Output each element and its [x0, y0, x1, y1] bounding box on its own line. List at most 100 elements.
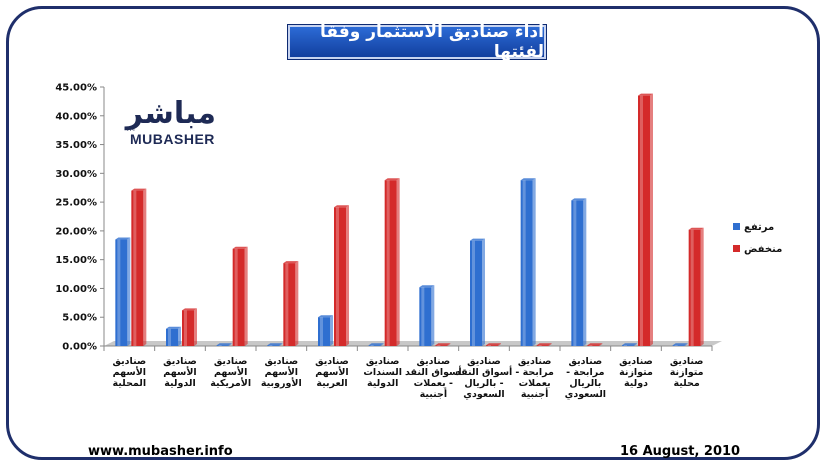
- chart-floor: [104, 341, 722, 346]
- bar-highlight: [370, 345, 374, 346]
- bar-front: [571, 200, 584, 346]
- bar-side: [700, 227, 704, 346]
- y-tick-label: 35.00%: [55, 140, 97, 151]
- x-category-label: السعودي: [565, 389, 606, 400]
- bar-highlight: [336, 207, 339, 346]
- x-category-label: صناديق: [518, 356, 552, 367]
- bar-front: [318, 317, 330, 346]
- bar-top: [182, 308, 197, 311]
- bar-1-10: [638, 93, 653, 346]
- footer-date: 16 August, 2010: [620, 444, 741, 459]
- y-tick-label: 45.00%: [55, 83, 97, 94]
- bar-highlight: [538, 345, 542, 346]
- bar-0-10: [622, 343, 637, 346]
- x-category-label: صناديق: [113, 356, 147, 367]
- bar-highlight: [674, 345, 678, 346]
- bar-highlight: [320, 317, 323, 346]
- x-category-label: أجنبية: [420, 387, 448, 400]
- bar-1-11: [688, 227, 704, 346]
- bar-top: [622, 343, 637, 346]
- bar-side: [330, 315, 333, 346]
- x-category-label: محلية: [674, 378, 700, 389]
- bar-front: [267, 345, 280, 346]
- bar-1-4: [334, 205, 349, 346]
- bar-highlight: [421, 287, 425, 346]
- bar-side: [143, 188, 147, 346]
- bar-0-9: [571, 198, 587, 346]
- bar-top: [166, 326, 181, 329]
- x-category-label: بعملات: [519, 378, 551, 389]
- bar-0-7: [470, 238, 485, 346]
- legend-swatch: [733, 223, 740, 230]
- bar-highlight: [168, 328, 171, 346]
- bar-top: [571, 198, 587, 201]
- bar-side: [228, 343, 232, 346]
- x-category-label: الأوروبية: [261, 377, 302, 389]
- bar-front: [622, 345, 634, 346]
- bar-highlight: [269, 345, 273, 346]
- x-category-label: مرابحة -: [515, 367, 554, 378]
- bar-side: [127, 237, 131, 346]
- x-category-label: المحلية: [113, 378, 147, 389]
- bar-side: [482, 238, 485, 346]
- legend-swatch: [733, 245, 740, 252]
- legend-label: مرتفع: [744, 222, 774, 233]
- bar-side: [498, 343, 501, 346]
- bar-0-2: [216, 343, 232, 346]
- bar-side: [447, 343, 451, 346]
- bar-side: [244, 246, 248, 346]
- bar-0-5: [368, 343, 384, 346]
- x-category-label: السندات: [363, 367, 402, 378]
- footer-website-link[interactable]: www.mubasher.info: [88, 444, 233, 459]
- x-category-label: صناديق: [670, 356, 704, 367]
- x-category-label: الأمريكية: [210, 377, 251, 389]
- bar-0-0: [115, 237, 131, 346]
- x-category-label: الأسهم: [265, 366, 298, 378]
- bar-front: [384, 180, 397, 346]
- bar-top: [536, 343, 552, 346]
- bar-side: [279, 343, 283, 346]
- x-category-label: أسواق النقد: [456, 365, 513, 378]
- bar-1-3: [283, 261, 299, 346]
- x-category-label: صناديق: [366, 356, 400, 367]
- y-tick-label: 0.00%: [62, 342, 97, 353]
- bar-1-0: [131, 188, 147, 346]
- bar-front: [419, 287, 432, 346]
- bar-front: [688, 229, 701, 346]
- bar-top: [283, 261, 299, 264]
- bar-side: [431, 285, 435, 346]
- bar-1-2: [232, 246, 248, 346]
- bar-1-1: [182, 308, 197, 346]
- x-category-label: العربية: [316, 378, 347, 389]
- bar-front: [232, 248, 245, 346]
- bars-layer: [115, 93, 704, 346]
- bar-highlight: [522, 180, 526, 346]
- x-category-label: أجنبية: [521, 387, 549, 400]
- bar-0-8: [520, 178, 536, 346]
- bar-top: [334, 205, 349, 208]
- x-category-label: بالريال: [569, 378, 601, 389]
- bar-1-7: [486, 343, 501, 346]
- bar-highlight: [690, 229, 694, 346]
- legend-label: منخفض: [744, 244, 782, 255]
- x-category-label: صناديق: [619, 356, 653, 367]
- bar-top: [486, 343, 501, 346]
- x-category-label: السعودي: [463, 389, 504, 400]
- bar-side: [396, 178, 400, 346]
- bar-0-1: [166, 326, 181, 346]
- y-tick-label: 40.00%: [55, 111, 97, 122]
- bar-side: [295, 261, 299, 346]
- bar-top: [470, 238, 485, 241]
- bar-side: [548, 343, 552, 346]
- bar-side: [634, 343, 637, 346]
- bar-highlight: [589, 345, 593, 346]
- x-category-label: صناديق: [417, 356, 451, 367]
- bar-side: [583, 198, 587, 346]
- bar-side: [532, 178, 536, 346]
- bar-highlight: [472, 240, 475, 346]
- bar-top: [115, 237, 131, 240]
- bar-front: [672, 345, 685, 346]
- legend: مرتفع منخفض: [733, 222, 782, 255]
- bar-1-8: [536, 343, 552, 346]
